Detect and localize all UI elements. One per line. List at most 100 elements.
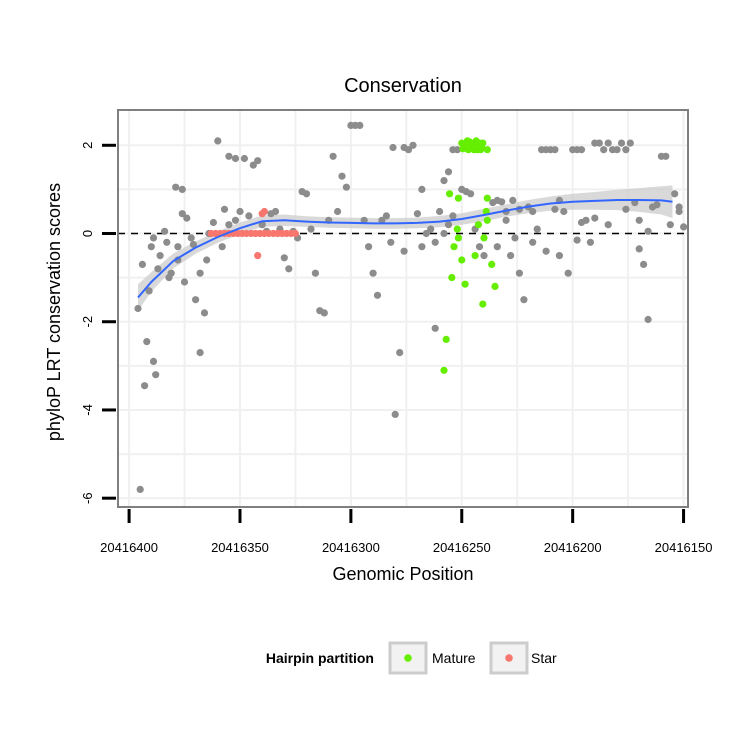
other-point bbox=[595, 139, 603, 147]
other-point bbox=[187, 234, 195, 242]
other-point bbox=[138, 260, 146, 268]
legend-key-point bbox=[404, 654, 412, 662]
other-point bbox=[533, 225, 541, 233]
other-point bbox=[334, 207, 342, 216]
other-point bbox=[258, 221, 266, 229]
other-point bbox=[422, 229, 430, 238]
mature-point bbox=[479, 300, 487, 308]
other-point bbox=[378, 216, 386, 224]
other-point bbox=[145, 287, 153, 295]
other-point bbox=[604, 221, 612, 229]
other-point bbox=[511, 234, 519, 242]
other-point bbox=[604, 139, 612, 147]
other-point bbox=[178, 210, 186, 218]
legend-key-point bbox=[505, 654, 513, 662]
other-point bbox=[225, 152, 233, 160]
mature-point bbox=[471, 252, 479, 260]
other-point bbox=[564, 269, 572, 277]
other-point bbox=[635, 216, 643, 224]
other-point bbox=[400, 143, 408, 152]
other-point bbox=[502, 216, 510, 224]
other-point bbox=[529, 207, 537, 216]
other-point bbox=[622, 146, 630, 154]
y-tick-label: 2 bbox=[80, 142, 95, 149]
mature-point bbox=[454, 194, 462, 202]
other-point bbox=[640, 260, 648, 268]
other-point bbox=[189, 240, 197, 249]
other-point bbox=[449, 212, 457, 220]
legend-key-box bbox=[489, 641, 529, 675]
mature-point bbox=[477, 146, 485, 154]
other-point bbox=[387, 238, 395, 246]
other-point bbox=[498, 198, 506, 206]
other-point bbox=[147, 243, 155, 251]
mature-point bbox=[472, 137, 480, 145]
x-tick-label: 20416300 bbox=[322, 540, 380, 555]
other-point bbox=[203, 256, 211, 264]
x-tick-label: 20416200 bbox=[544, 540, 602, 555]
other-point bbox=[613, 146, 621, 154]
star-point bbox=[260, 207, 268, 216]
other-point bbox=[382, 212, 390, 220]
other-point bbox=[662, 152, 670, 160]
other-point bbox=[271, 207, 280, 216]
other-point bbox=[161, 227, 169, 235]
other-point bbox=[467, 190, 475, 198]
other-point bbox=[391, 410, 399, 418]
other-point bbox=[436, 207, 444, 216]
other-point bbox=[444, 168, 453, 176]
other-point bbox=[360, 216, 368, 224]
mature-point bbox=[483, 194, 491, 202]
other-point bbox=[453, 146, 461, 154]
other-point bbox=[302, 190, 311, 198]
other-point bbox=[365, 243, 373, 251]
mature-point bbox=[454, 234, 462, 242]
y-tick-label: 0 bbox=[80, 230, 95, 237]
other-point bbox=[617, 139, 626, 147]
other-point bbox=[369, 269, 377, 277]
other-point bbox=[515, 269, 524, 277]
mature-point bbox=[448, 274, 456, 282]
legend: Hairpin partition Mature Star bbox=[266, 641, 557, 675]
legend-entry-label: Star bbox=[531, 650, 557, 666]
other-point bbox=[178, 185, 186, 193]
other-point bbox=[475, 243, 484, 251]
other-point bbox=[231, 216, 240, 224]
mature-point bbox=[446, 190, 454, 198]
other-point bbox=[152, 371, 160, 379]
other-point bbox=[200, 309, 209, 317]
mature-point bbox=[440, 366, 448, 374]
other-point bbox=[440, 177, 448, 185]
mature-point bbox=[491, 282, 499, 290]
other-point bbox=[154, 265, 162, 273]
other-point bbox=[644, 227, 652, 235]
mature-point bbox=[450, 243, 458, 251]
other-point bbox=[509, 196, 517, 204]
other-point bbox=[680, 223, 688, 231]
plot-panel bbox=[118, 110, 688, 507]
chart-title: Conservation bbox=[344, 75, 462, 97]
other-point bbox=[626, 139, 634, 147]
other-point bbox=[577, 146, 586, 154]
x-tick-label: 20416250 bbox=[433, 540, 491, 555]
mature-point bbox=[470, 146, 478, 154]
mature-point bbox=[474, 221, 482, 229]
other-point bbox=[444, 221, 453, 229]
other-point bbox=[307, 225, 315, 233]
legend-title: Hairpin partition bbox=[266, 650, 374, 666]
mature-point bbox=[461, 280, 469, 288]
other-point bbox=[591, 214, 599, 222]
other-point bbox=[373, 291, 382, 299]
other-point bbox=[418, 185, 426, 193]
other-point bbox=[409, 141, 417, 149]
other-point bbox=[245, 212, 253, 220]
other-point bbox=[220, 205, 229, 213]
other-point bbox=[671, 190, 679, 198]
other-point bbox=[551, 146, 559, 154]
other-point bbox=[218, 243, 226, 251]
mature-point bbox=[479, 139, 487, 147]
other-point bbox=[254, 157, 262, 165]
other-point bbox=[338, 172, 346, 180]
other-point bbox=[413, 210, 421, 218]
mature-point bbox=[488, 260, 496, 268]
